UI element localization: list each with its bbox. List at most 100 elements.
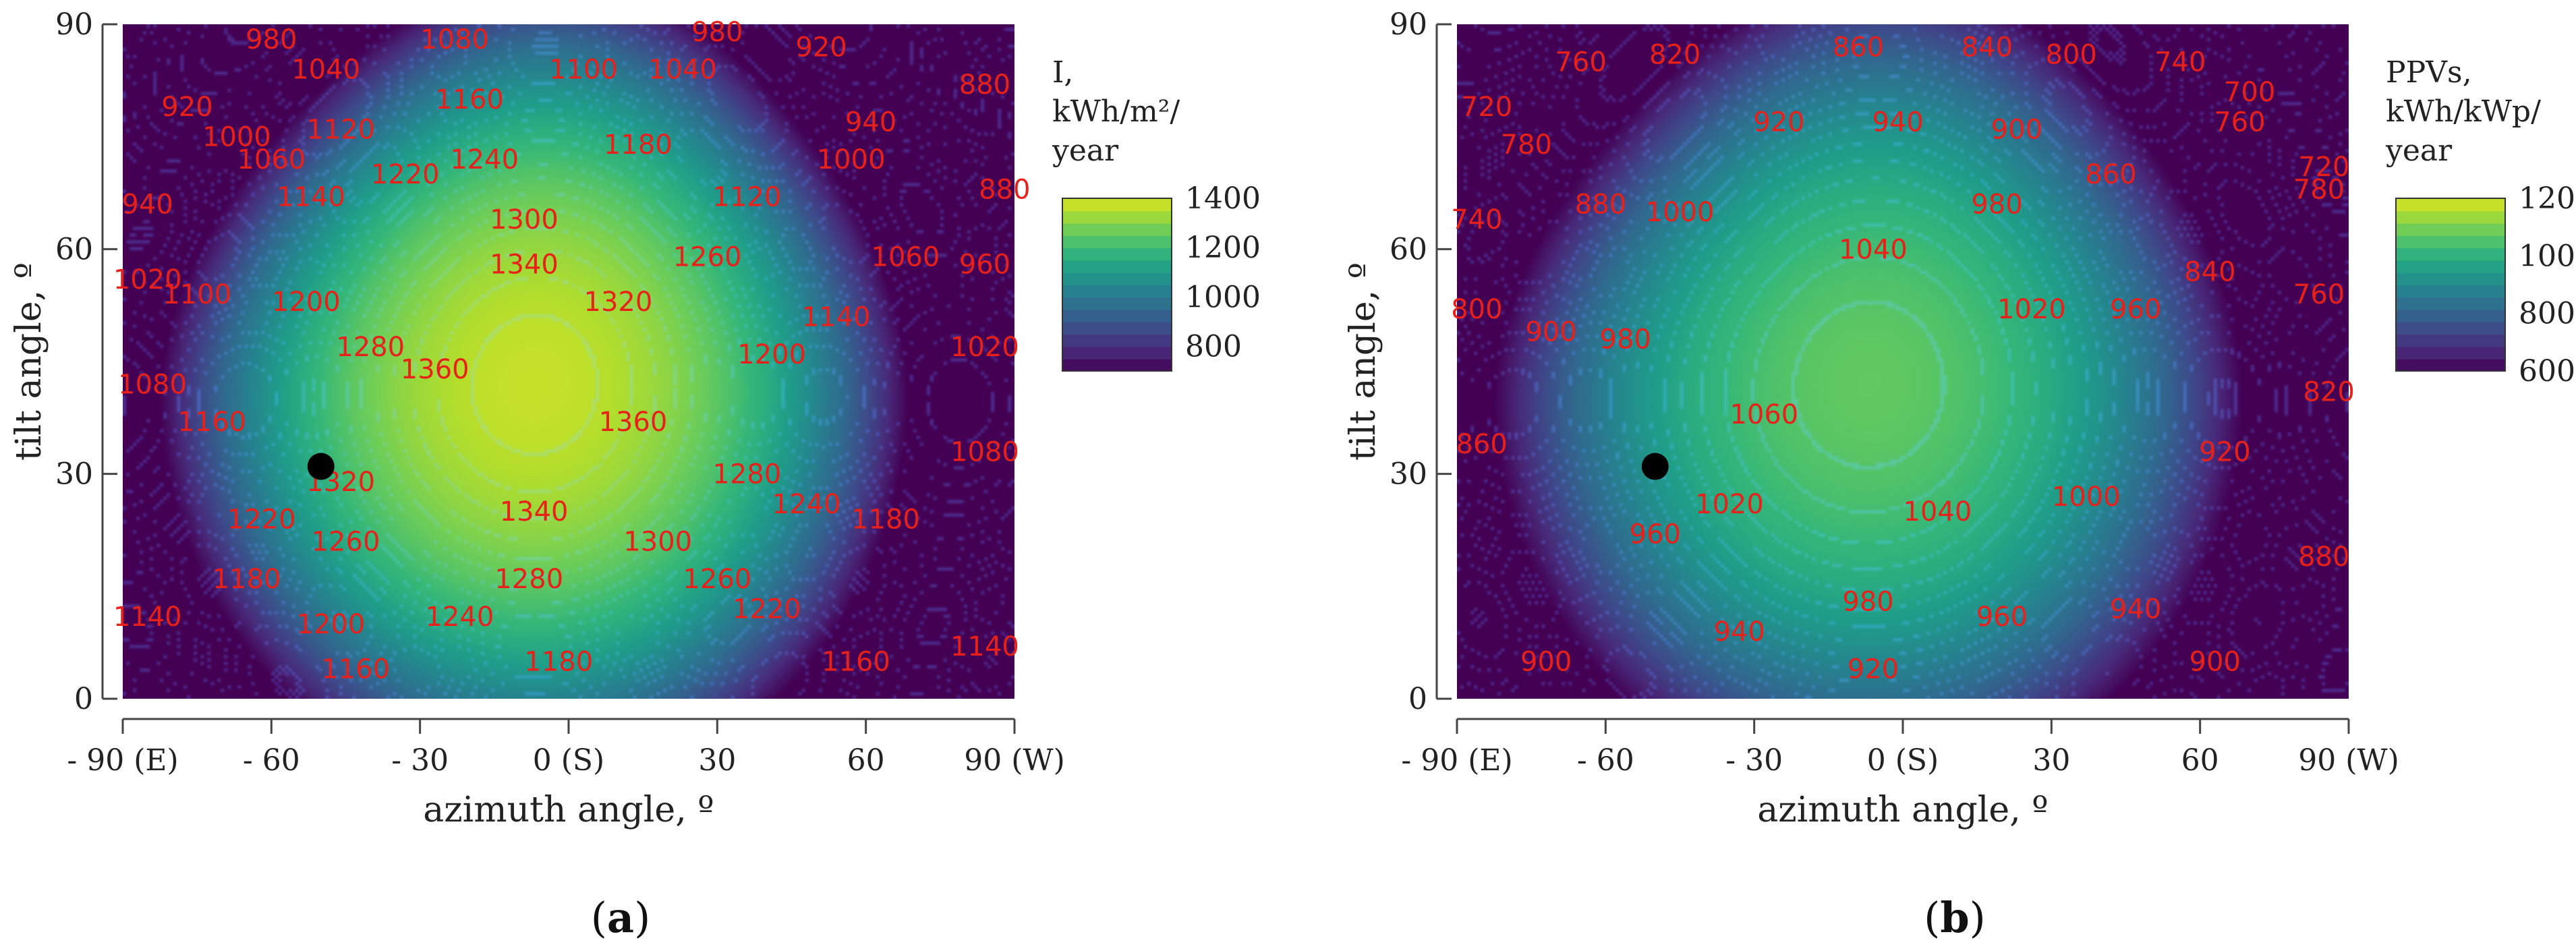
- contour-label: 960: [1976, 602, 2028, 633]
- colorbar-swatch: [1062, 334, 1172, 347]
- colorbar-title: year: [2385, 134, 2453, 168]
- contour-label: 1140: [950, 631, 1019, 662]
- colorbar-swatch: [2396, 260, 2505, 273]
- contour-label: 820: [2303, 376, 2354, 407]
- contour-label: 1060: [871, 241, 940, 272]
- contour-label: 940: [1713, 616, 1765, 647]
- contour-label: 1260: [683, 564, 751, 595]
- contour-label: 900: [1525, 317, 1576, 348]
- contour-label: 820: [1649, 39, 1700, 70]
- contour-label: 760: [2293, 279, 2345, 310]
- contour-label: 880: [959, 69, 1010, 100]
- contour-label: 800: [1451, 294, 1502, 325]
- contour-label: 960: [959, 250, 1010, 281]
- contour-label: 900: [1991, 115, 2042, 146]
- contour-label: 1000: [1646, 197, 1715, 228]
- contour-label: 1180: [524, 646, 593, 677]
- contour-label: 840: [1962, 32, 2013, 63]
- contour-label: 980: [691, 17, 743, 48]
- contour-label: 1080: [420, 24, 489, 55]
- contour-label: 1040: [1904, 496, 1972, 527]
- contour-label: 1040: [291, 55, 360, 86]
- x-tick-label: - 90 (E): [1401, 743, 1512, 778]
- contour-label: 880: [979, 174, 1030, 205]
- colorbar-swatch: [2396, 272, 2505, 285]
- contour-label: 740: [1451, 204, 1502, 235]
- contour-label: 1180: [851, 504, 920, 535]
- contour-label: 1140: [802, 301, 871, 333]
- contour-label: 1120: [713, 182, 782, 213]
- colorbar-swatch: [1062, 223, 1172, 236]
- contour-label: 1000: [2052, 482, 2121, 513]
- colorbar-swatch: [1062, 309, 1172, 322]
- contour-label: 800: [2046, 39, 2097, 70]
- contour-label: 1160: [177, 407, 246, 438]
- colorbar-swatch: [1062, 346, 1172, 359]
- colorbar: I, kWh/m²/year 800 1000 1200 1400: [1052, 55, 1261, 372]
- contour-label: 1240: [450, 144, 519, 175]
- axes: 0 30 60 90 - 90 (E) - 60 - 30 0 (S) 30 60 90 (W) az…: [9, 7, 1065, 830]
- contour-label: 1340: [500, 496, 569, 527]
- colorbar-swatch: [1062, 297, 1172, 310]
- contour-label: 1280: [336, 332, 405, 363]
- y-tick-label: 90: [55, 7, 93, 42]
- colorbar: PPVs, kWh/kWp/year 600 800 1000 1200: [2385, 55, 2576, 388]
- y-tick-label: 60: [1390, 232, 1427, 266]
- contour-label: 760: [2214, 107, 2265, 138]
- x-tick-label: 90 (W): [964, 743, 1065, 778]
- x-tick-label: - 60: [1577, 743, 1634, 778]
- contour-label: 920: [795, 32, 847, 63]
- y-axis-label: tilt angle, º: [9, 262, 49, 461]
- contour-label: 1160: [321, 654, 390, 685]
- x-tick-label: 30: [698, 743, 736, 778]
- contour-label: 980: [1600, 324, 1651, 355]
- contour-label: 980: [1842, 587, 1893, 618]
- x-tick-label: 60: [2181, 743, 2219, 778]
- contour-label: 780: [1501, 129, 1552, 161]
- colorbar-swatch: [2396, 235, 2505, 249]
- contour-label: 1200: [297, 609, 366, 640]
- y-tick-label: 0: [1408, 682, 1427, 716]
- contour-label: 980: [246, 24, 297, 55]
- colorbar-swatch: [1062, 358, 1172, 372]
- contour-label: 920: [1753, 107, 1804, 138]
- contour-label: 1000: [817, 144, 886, 175]
- colorbar-swatch: [2396, 334, 2505, 347]
- contour-label: 1260: [673, 241, 742, 272]
- colorbar-frame: [1062, 198, 1172, 372]
- y-tick-label: 30: [1390, 457, 1427, 492]
- contour-label: 1280: [713, 459, 782, 490]
- colorbar-swatch: [2396, 248, 2505, 261]
- contour-label: 940: [845, 107, 896, 138]
- colorbar-swatch: [1062, 198, 1172, 212]
- contour-label: 860: [2085, 159, 2136, 190]
- colorbar-title: kWh/m²/: [1052, 94, 1180, 129]
- contour-label: 1160: [822, 646, 890, 677]
- contour-label: 860: [1833, 32, 1884, 63]
- contour-label: 940: [1872, 107, 1923, 138]
- contour-label: 1240: [772, 489, 841, 520]
- contour-label: 1060: [237, 144, 306, 175]
- contour-label: 1020: [1695, 489, 1764, 520]
- colorbar-title: kWh/kWp/: [2386, 94, 2541, 129]
- contour-label: 940: [2110, 594, 2161, 625]
- colorbar-swatch: [2396, 346, 2505, 359]
- axes: 0 30 60 90 - 90 (E) - 60 - 30 0 (S) 30 60 90 (W) az…: [1343, 7, 2399, 830]
- x-tick-label: 60: [847, 743, 885, 778]
- colorbar-swatch: [2396, 223, 2505, 236]
- x-tick-label: 30: [2032, 743, 2070, 778]
- contour-label: 1100: [163, 279, 231, 310]
- contour-label: 1300: [623, 527, 692, 558]
- panel-b: 0 30 60 90 - 90 (E) - 60 - 30 0 (S) 30 60 90 (W) az…: [1343, 7, 2576, 942]
- colorbar-tick-label: 600: [2519, 354, 2575, 388]
- contour-label: 920: [2199, 436, 2250, 467]
- colorbar-swatch: [2396, 285, 2505, 298]
- colorbar-tick-label: 800: [1185, 329, 1242, 364]
- contour-label: 900: [1520, 646, 1572, 677]
- contour-label: 1140: [113, 602, 182, 633]
- contour-label: 1000: [202, 122, 271, 153]
- contour-label: 940: [122, 190, 173, 221]
- y-tick-label: 60: [55, 232, 93, 266]
- colorbar-swatch: [1062, 272, 1172, 285]
